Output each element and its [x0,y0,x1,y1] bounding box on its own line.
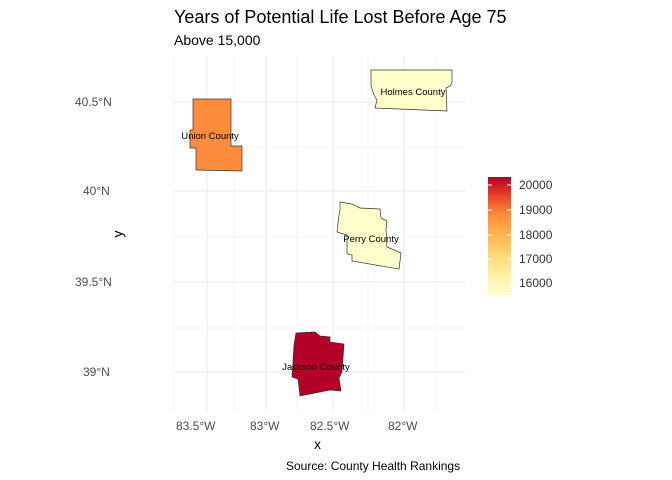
legend-ticks [488,184,511,284]
x-tick-label: 83.5°W [176,419,216,433]
y-axis-title: y [109,230,126,238]
county-shapes [189,69,453,397]
legend-tick-label: 16000 [519,276,553,290]
county-holmes[interactable] [370,69,453,112]
legend-tick-label: 20000 [519,178,553,192]
x-tick-label: 82.5°W [310,419,350,433]
y-tick-label: 39°N [83,365,110,379]
county-jackson[interactable] [291,331,345,397]
source-caption: Source: County Health Rankings [286,459,461,473]
county-union[interactable] [189,98,243,172]
x-tick-label: 82°W [388,419,418,433]
color-legend [488,177,511,295]
chart-subtitle: Above 15,000 [174,32,261,48]
county-label: Jackson County [282,362,350,373]
legend-tick-label: 19000 [519,203,553,217]
county-labels: Holmes County Union County Perry County … [181,87,445,373]
county-perry[interactable] [336,201,402,270]
legend-colorbar [488,177,511,295]
x-tick-label: 83°W [250,419,280,433]
county-label: Holmes County [381,87,446,98]
county-label: Perry County [343,234,399,245]
county-label: Union County [181,131,239,142]
chart-title: Years of Potential Life Lost Before Age … [174,7,507,27]
legend-tick-label: 17000 [519,252,553,266]
y-tick-label: 40.5°N [75,95,112,109]
y-tick-label: 39.5°N [75,275,112,289]
legend-tick-label: 18000 [519,228,553,242]
y-tick-label: 40°N [83,184,110,198]
x-axis-title: x [314,436,321,452]
